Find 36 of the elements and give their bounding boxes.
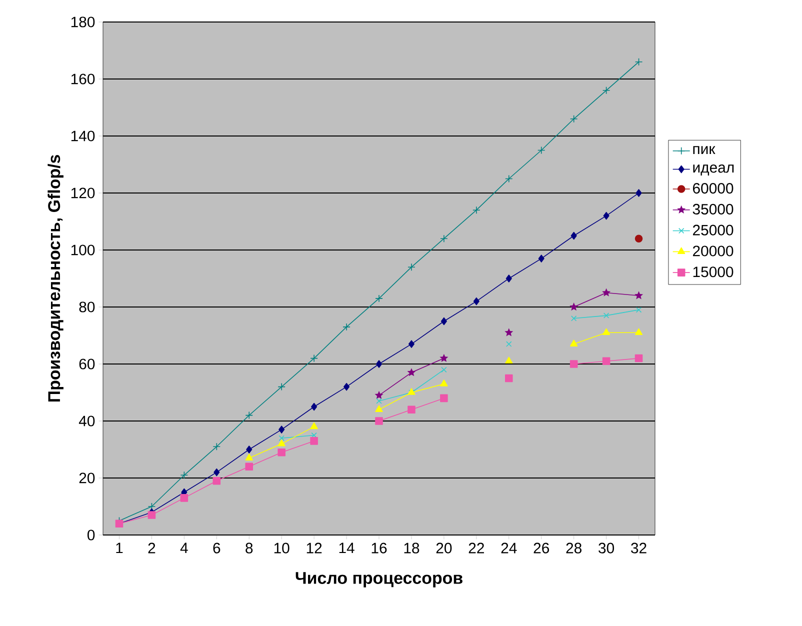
x-tick-label: 8 [246, 542, 253, 554]
x-tick-label: 2 [148, 542, 156, 554]
legend-label: 25000 [692, 224, 734, 236]
x-tick-label: 18 [404, 542, 420, 554]
y-tick-label: 120 [71, 188, 95, 198]
legend-label: 15000 [693, 266, 734, 278]
x-tick-label: 30 [598, 542, 614, 554]
y-tick-label: 180 [71, 16, 95, 28]
x-tick-label: 10 [274, 542, 290, 554]
y-tick-label: 80 [79, 302, 95, 312]
x-tick-label: 28 [566, 542, 582, 554]
y-axis-title: Производительность, Gflop/s [48, 155, 64, 402]
legend-label: 35000 [692, 204, 734, 214]
legend-label: идеал [693, 164, 734, 176]
x-tick-label: 22 [468, 542, 484, 554]
y-tick-label: 100 [71, 244, 95, 256]
x-tick-label: 16 [372, 542, 387, 554]
x-tick-label: 26 [534, 542, 550, 554]
x-axis-title: Число процессоров [296, 572, 462, 588]
legend-label: 20000 [692, 246, 734, 256]
x-tick-label: 20 [436, 542, 452, 554]
x-tick-label: 4 [180, 542, 188, 554]
y-tick-label: 20 [79, 472, 95, 484]
x-tick-label: 32 [631, 542, 646, 554]
y-tick-label: 160 [71, 74, 95, 84]
x-tick-label: 6 [213, 542, 220, 554]
legend-label: пик [693, 146, 716, 154]
legend-label: 60000 [693, 183, 734, 194]
y-tick-label: 60 [79, 358, 95, 370]
y-tick-label: 140 [71, 130, 95, 142]
y-tick-label: 0 [87, 530, 95, 540]
x-tick-label: 24 [501, 542, 517, 554]
x-tick-label: 14 [339, 542, 354, 554]
y-tick-label: 40 [78, 416, 95, 426]
x-tick-label: 1 [116, 542, 123, 554]
x-tick-label: 12 [306, 542, 322, 554]
